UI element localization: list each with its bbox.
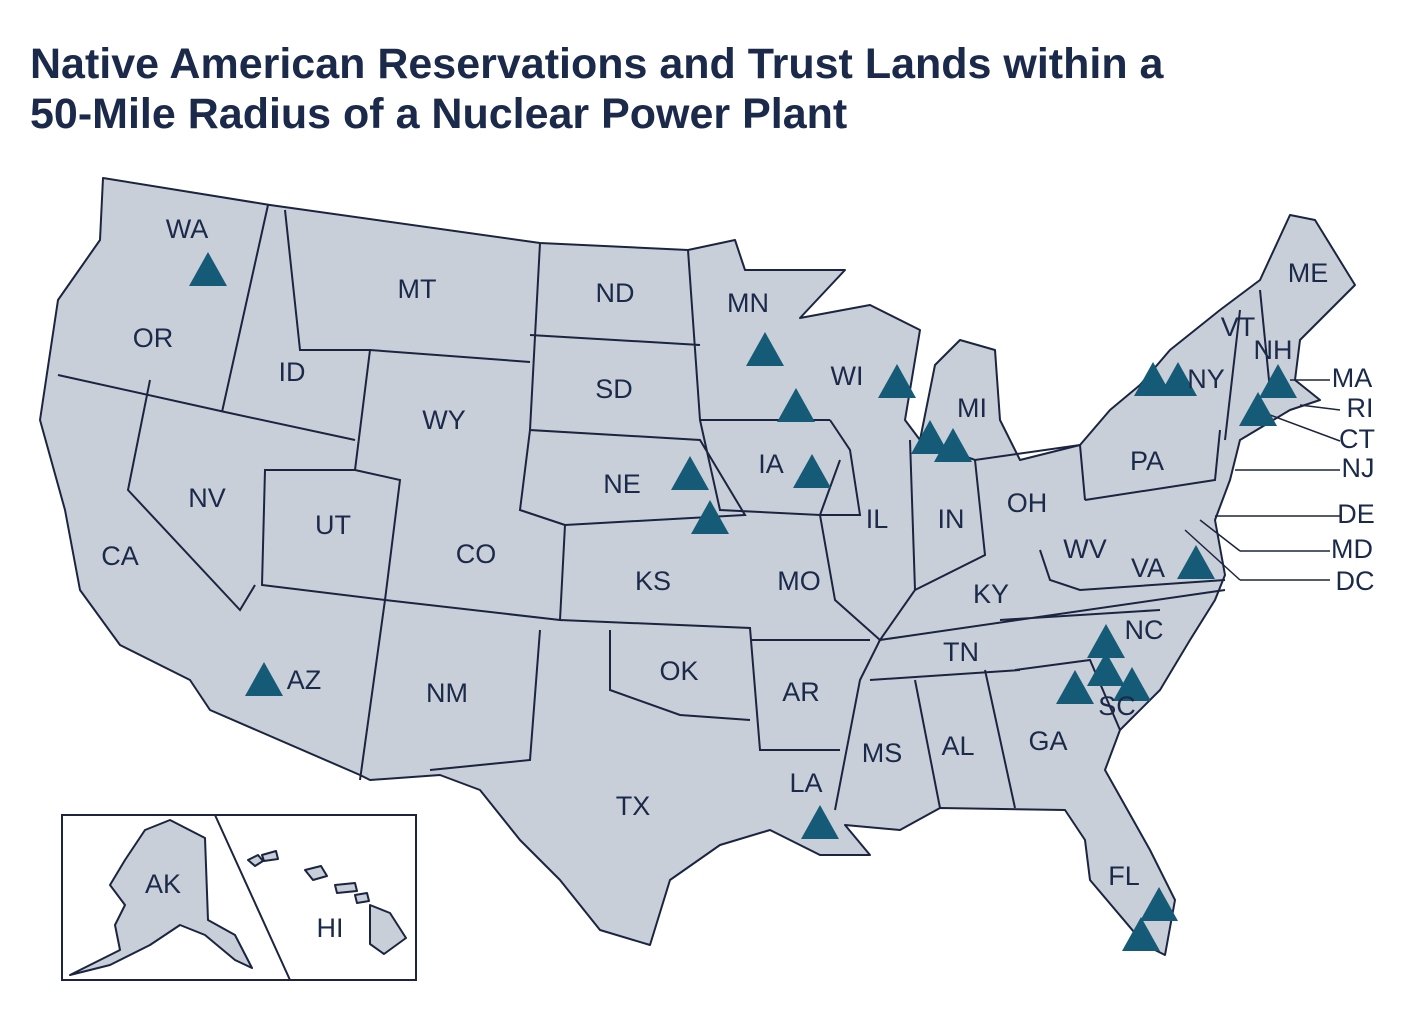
hawaii — [247, 850, 407, 955]
state-label: RI — [1347, 393, 1374, 423]
state-label: MT — [398, 274, 437, 304]
power-plant-marker — [1122, 917, 1160, 951]
state-label: MD — [1331, 534, 1373, 564]
state-label: ND — [596, 278, 635, 308]
state-label: KY — [973, 579, 1009, 609]
power-plant-marker — [1087, 624, 1125, 658]
state-label: VT — [1221, 312, 1256, 342]
power-plant-marker — [1140, 887, 1178, 921]
power-plant-marker — [1134, 362, 1172, 396]
state-label: CO — [456, 539, 497, 569]
state-label: MO — [777, 566, 821, 596]
state-label: SD — [595, 374, 633, 404]
state-label: WA — [166, 214, 209, 244]
state-label: CT — [1339, 424, 1375, 454]
state-label: OR — [133, 323, 174, 353]
power-plant-marker — [878, 364, 916, 398]
state-label: NM — [426, 678, 468, 708]
state-label: NY — [1187, 364, 1225, 394]
state-label: ME — [1288, 258, 1329, 288]
power-plant-marker — [934, 428, 972, 462]
power-plant-marker — [1239, 392, 1277, 426]
state-label: CA — [101, 541, 139, 571]
state-label: WI — [831, 361, 864, 391]
state-label: HI — [317, 913, 344, 943]
state-label: IL — [866, 504, 889, 534]
state-label: WY — [422, 405, 466, 435]
power-plant-marker — [671, 456, 709, 490]
power-plant-marker — [1113, 667, 1151, 701]
us-outline — [39, 177, 1356, 956]
state-borders — [57, 204, 1271, 811]
state-label: DC — [1336, 566, 1375, 596]
alaska — [69, 819, 253, 976]
state-label: OH — [1007, 488, 1048, 518]
state-label: NJ — [1342, 453, 1375, 483]
state-label: DE — [1337, 499, 1375, 529]
power-plant-marker — [1177, 545, 1215, 579]
state-label: PA — [1130, 446, 1164, 476]
power-plant-marker — [911, 420, 949, 454]
state-label: MS — [862, 738, 903, 768]
leader-line — [1299, 404, 1341, 411]
state-label: TN — [943, 637, 979, 667]
state-label: AZ — [287, 665, 322, 695]
power-plant-marker — [746, 332, 784, 366]
state-label: NC — [1125, 615, 1164, 645]
state-label: NH — [1254, 335, 1293, 365]
power-plant-marker — [1087, 652, 1125, 686]
state-label: MA — [1332, 363, 1373, 393]
power-plant-marker — [245, 662, 283, 696]
state-label: NE — [603, 469, 641, 499]
state-label: MI — [957, 393, 987, 423]
power-plant-marker — [793, 454, 831, 488]
state-label: FL — [1108, 861, 1140, 891]
power-plant-marker — [691, 500, 729, 534]
state-label: IN — [938, 504, 965, 534]
leader-line — [1184, 529, 1241, 581]
state-label: AR — [782, 677, 820, 707]
state-label: WV — [1063, 534, 1107, 564]
state-label: UT — [315, 510, 351, 540]
title-line: 50-Mile Radius of a Nuclear Power Plant — [30, 90, 847, 138]
state-label: IA — [758, 449, 784, 479]
title-line: Native American Reservations and Trust L… — [30, 40, 1165, 88]
power-plant-marker — [777, 388, 815, 422]
state-label: VA — [1131, 553, 1165, 583]
state-label: TX — [616, 791, 651, 821]
inset-divider — [214, 814, 291, 981]
state-label: OK — [659, 656, 698, 686]
leader-line — [1199, 519, 1241, 552]
power-plant-marker — [801, 805, 839, 839]
state-label: GA — [1028, 726, 1067, 756]
state-label: AK — [145, 869, 181, 899]
power-plant-marker — [1159, 362, 1197, 396]
state-label: AL — [941, 731, 974, 761]
state-label: NV — [188, 483, 226, 513]
power-plant-marker — [1259, 364, 1297, 398]
state-label: ID — [279, 357, 306, 387]
state-label: KS — [635, 566, 671, 596]
state-label: MN — [727, 288, 769, 318]
leader-line — [1269, 414, 1341, 442]
power-plant-marker — [1056, 670, 1094, 704]
state-label: LA — [789, 768, 822, 798]
state-label: SC — [1098, 691, 1136, 721]
power-plant-marker — [189, 252, 227, 286]
